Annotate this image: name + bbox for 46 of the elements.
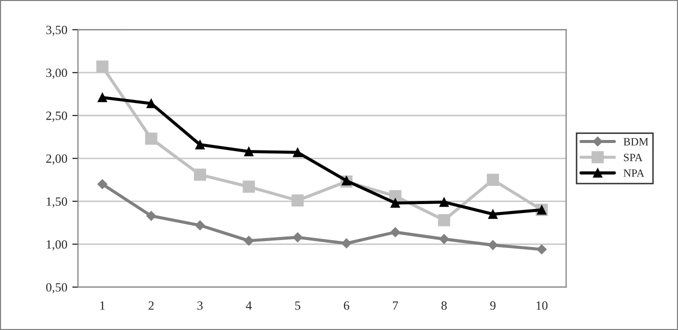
point [97,179,108,190]
point [439,197,449,207]
point [145,132,158,145]
point [438,214,450,226]
x-tick-label: 3 [197,301,203,310]
point [439,234,450,244]
point [146,210,156,221]
x-tick-label: 1 [100,301,105,310]
x-tick-label: 8 [441,301,447,310]
point [244,146,254,156]
point [194,168,206,181]
x-tick-label: 6 [344,301,350,310]
point [98,92,108,102]
point [390,198,400,208]
point [146,98,156,108]
point [390,227,400,238]
point [486,174,499,186]
y-tick-label: 1,00 [46,240,68,250]
point [292,194,304,207]
x-tick-label: 2 [148,301,154,310]
point [536,244,547,254]
legend-label: NPA [624,169,644,177]
x-tick-label: 9 [490,301,496,310]
point [342,238,352,248]
point [292,148,302,158]
y-tick-label: 3,00 [46,68,68,79]
x-tick-label: 5 [295,301,300,310]
point [96,60,108,73]
x-tick-label: 7 [392,301,398,310]
y-tick-label: 3,50 [46,26,68,36]
x-tick-label: 4 [246,301,252,310]
point [195,220,205,230]
y-tick-label: 1,50 [46,197,68,208]
point [195,140,205,150]
point [488,240,498,250]
y-tick-label: 2,50 [46,112,68,122]
x-tick-label: 10 [536,301,548,310]
point [242,180,255,193]
point [244,236,254,246]
y-tick-label: 0,50 [46,283,68,294]
legend-label: SPA [624,154,643,162]
point [488,209,498,219]
legend-label: BDM [624,138,648,146]
y-tick-label: 2,00 [46,154,68,165]
point [292,232,303,242]
point [342,176,352,186]
